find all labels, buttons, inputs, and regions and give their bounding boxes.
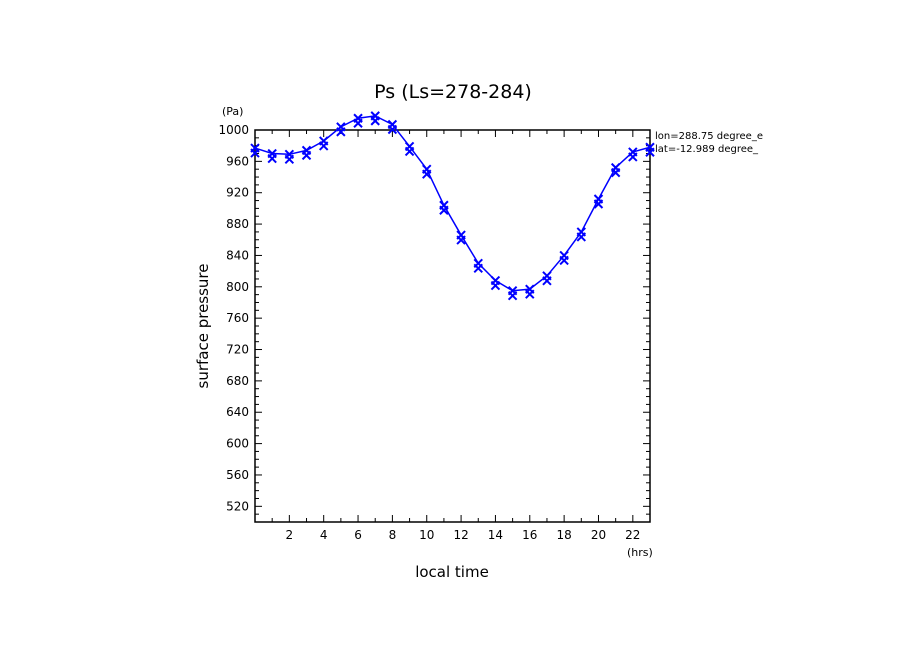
y-tick-label: 600 [226,437,249,451]
x-unit-label: (hrs) [627,546,653,559]
data-series [250,111,655,301]
data-point [284,149,295,165]
data-point [542,271,552,286]
x-tick-label: 14 [488,528,503,542]
data-point [490,275,501,291]
y-tick-label: 920 [226,186,249,200]
y-tick-label: 520 [226,499,249,513]
y-unit-label: (Pa) [222,105,243,118]
data-point [404,141,415,157]
y-tick-label: 560 [226,468,249,482]
y-tick-label: 680 [226,374,249,388]
data-point [267,148,277,164]
data-point [250,143,260,158]
x-axis-label: local time [415,563,489,581]
tick-labels: 2 4 6 8 10 12 14 16 18 20 22 1000 960 920 880 840 800 760… [218,123,640,542]
y-tick-label: 960 [226,154,249,168]
data-point [336,122,346,137]
data-point [576,227,587,242]
data-point [610,162,621,178]
x-tick-label: 20 [591,528,606,542]
data-point [370,111,380,126]
data-point [525,284,535,299]
x-tick-label: 22 [625,528,640,542]
axis-ticks [255,130,650,522]
x-tick-label: 10 [419,528,434,542]
series-line [254,115,651,292]
y-tick-label: 840 [226,248,249,262]
y-tick-label: 640 [226,405,249,419]
x-tick-label: 8 [389,528,397,542]
data-point [318,136,329,151]
data-point [301,145,312,161]
data-point [456,230,466,245]
data-point [559,250,569,266]
x-tick-label: 12 [453,528,468,542]
data-point [507,286,518,301]
data-point [473,258,483,273]
y-axis-label: surface pressure [194,264,212,389]
data-point [387,119,398,135]
data-point [628,147,638,162]
data-point [439,200,449,215]
chart-title: Ps (Ls=278-284) [374,81,532,103]
y-tick-label: 760 [226,311,249,325]
y-tick-label: 1000 [218,123,249,137]
annotations: lon=288.75 degree_e lat=-12.989 degree_ [655,131,763,155]
data-point [422,164,432,179]
y-tick-label: 720 [226,343,249,357]
x-tick-label: 2 [286,528,294,542]
y-tick-label: 880 [226,217,249,231]
plot-border [254,129,651,523]
x-tick-label: 18 [556,528,571,542]
data-point [645,142,655,157]
x-tick-label: 4 [320,528,328,542]
plot-frame [254,129,651,523]
data-point [593,194,604,209]
coordinate-annotation: lat=-12.989 degree_ [655,144,759,155]
y-tick-label: 800 [226,280,249,294]
data-point [353,113,363,128]
x-tick-label: 6 [354,528,362,542]
coordinate-annotation: lon=288.75 degree_e [655,131,763,142]
x-tick-label: 16 [522,528,537,542]
